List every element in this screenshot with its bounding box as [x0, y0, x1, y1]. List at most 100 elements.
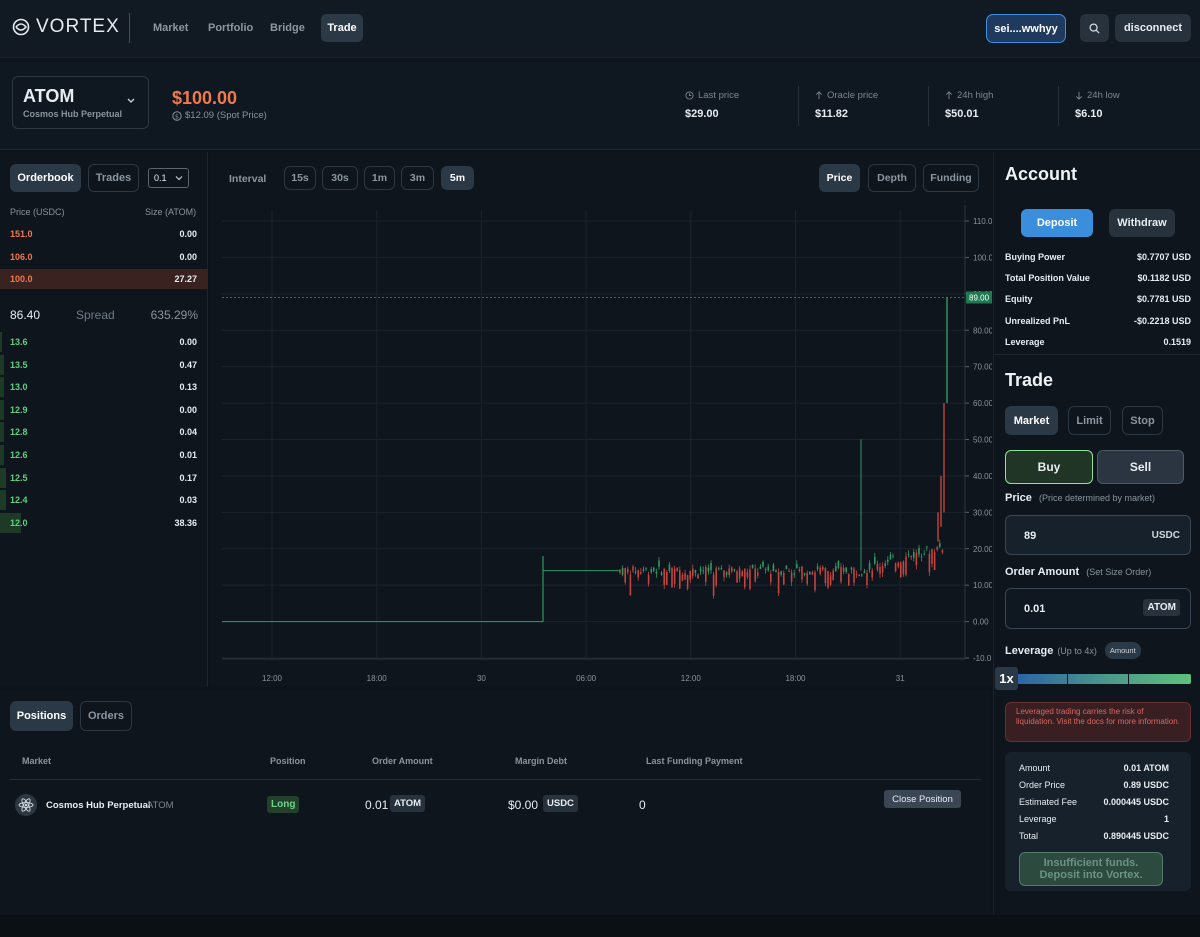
- chart-candles: [222, 297, 965, 623]
- interval-15s-button[interactable]: 15s: [284, 166, 316, 190]
- nav-market[interactable]: Market: [153, 22, 189, 34]
- interval-1m-button[interactable]: 1m: [364, 166, 395, 190]
- leverage-label-row: Leverage (Up to 4x) Amount: [1005, 642, 1141, 659]
- orderbook-price: 13.0: [10, 382, 28, 393]
- candle-body: [749, 569, 751, 589]
- orderbook-bid-row[interactable]: 12.9 0.00: [0, 399, 208, 420]
- candle-body: [705, 566, 707, 582]
- orderbook-bid-row[interactable]: 12.6 0.01: [0, 445, 208, 465]
- withdraw-button[interactable]: Withdraw: [1109, 209, 1175, 237]
- sell-button[interactable]: Sell: [1097, 450, 1184, 484]
- candle-body: [624, 568, 626, 583]
- depth-bar: [0, 332, 3, 352]
- submit-order-button[interactable]: Insufficient funds. Deposit into Vortex.: [1019, 852, 1163, 886]
- position-amount-unit: ATOM: [390, 795, 426, 812]
- orderbook-bid-row[interactable]: 12.5 0.17: [0, 467, 208, 488]
- leverage-slider-track[interactable]: [1016, 674, 1191, 684]
- interval-3m-button[interactable]: 3m: [401, 166, 434, 190]
- price-chart[interactable]: 110.0100.090.0080.0070.0060.0050.0040.00…: [210, 205, 992, 687]
- candle-body: [751, 564, 754, 568]
- orderbook-bid-row[interactable]: 13.6 0.00: [0, 332, 208, 352]
- y-tick-label: 70.00: [973, 363, 992, 372]
- candle-body: [692, 568, 694, 576]
- amount-hint: (Set Size Order): [1086, 567, 1152, 577]
- view-price-button[interactable]: Price: [819, 164, 860, 192]
- account-row-value: -$0.2218 USD: [1133, 315, 1191, 326]
- wallet-address-button[interactable]: sei....wwhyy: [986, 14, 1066, 43]
- position-last-funding: 0: [639, 798, 646, 812]
- nav-trade[interactable]: Trade: [321, 14, 363, 42]
- panel-divider: [994, 354, 1200, 355]
- position-symbol: ATOM: [147, 800, 174, 811]
- orderbook-size: 38.36: [174, 517, 197, 528]
- orderbook-bid-row[interactable]: 12.4 0.03: [0, 490, 208, 511]
- orderbook-ask-row[interactable]: 106.0 0.00: [0, 247, 208, 267]
- tab-trades[interactable]: Trades: [88, 164, 139, 192]
- close-position-button[interactable]: Close Position: [884, 790, 961, 808]
- tab-orders[interactable]: Orders: [80, 701, 132, 731]
- disconnect-button[interactable]: disconnect: [1115, 14, 1191, 42]
- candle-body: [707, 567, 710, 572]
- leverage-slider-handle[interactable]: 1x: [995, 667, 1018, 690]
- chevron-down-icon[interactable]: [126, 97, 136, 105]
- order-amount-unit[interactable]: ATOM: [1143, 599, 1180, 616]
- nav-bridge[interactable]: Bridge: [270, 22, 305, 34]
- leverage-mode-toggle[interactable]: Amount: [1104, 642, 1141, 659]
- interval-30s-button[interactable]: 30s: [322, 166, 358, 190]
- candle-body: [793, 573, 795, 575]
- candle-body: [816, 566, 819, 570]
- candle-body: [757, 572, 759, 576]
- market-selector[interactable]: [12, 76, 149, 129]
- orderbook-ask-row[interactable]: 100.0 27.27: [0, 269, 208, 289]
- account-row: Equity $0.7781 USD: [1005, 294, 1191, 304]
- candle-body: [783, 572, 785, 585]
- last-price-tag: [966, 291, 992, 304]
- order-amount-value: 0.01: [1024, 603, 1046, 615]
- orderbook-bid-row[interactable]: 12.0 38.36: [0, 512, 208, 533]
- orderbook-price: 12.5: [10, 472, 28, 483]
- position-margin-debt: $0.00: [508, 798, 539, 812]
- candle-body: [770, 573, 772, 583]
- stat-24h-high-value: $50.01: [945, 108, 979, 120]
- amount-label: Order Amount: [1005, 566, 1080, 578]
- tab-orderbook[interactable]: Orderbook: [10, 164, 81, 192]
- price-input[interactable]: 89 USDC: [1005, 515, 1191, 555]
- view-funding-button[interactable]: Funding: [923, 164, 979, 192]
- candle-body: [673, 568, 676, 584]
- deposit-button[interactable]: Deposit: [1021, 209, 1093, 237]
- order-type-limit[interactable]: Limit: [1068, 406, 1111, 435]
- orderbook-bid-row[interactable]: 13.5 0.47: [0, 354, 208, 375]
- y-tick-label: 30.00: [973, 508, 992, 517]
- candle-body: [941, 550, 944, 553]
- summary-label: Amount: [1019, 763, 1051, 773]
- position-row[interactable]: Cosmos Hub Perpetual ATOM Long 0.01 ATOM…: [0, 790, 991, 820]
- tab-positions[interactable]: Positions: [10, 701, 73, 731]
- nav-portfolio[interactable]: Portfolio: [208, 22, 254, 34]
- search-button[interactable]: [1080, 14, 1109, 42]
- orderbook-bid-row[interactable]: 12.8 0.04: [0, 422, 208, 443]
- buy-button[interactable]: Buy: [1005, 450, 1093, 484]
- vortex-logo[interactable]: VORTEX: [12, 16, 120, 38]
- market-name: Cosmos Hub Perpetual: [23, 109, 123, 119]
- y-tick-label: 110.0: [973, 217, 992, 226]
- candle-body: [777, 571, 780, 594]
- candle-body: [775, 570, 777, 573]
- order-amount-input[interactable]: 0.01 ATOM: [1005, 588, 1191, 629]
- summary-value: 1: [1163, 814, 1169, 824]
- interval-5m-button[interactable]: 5m: [441, 166, 474, 190]
- candle-body: [931, 549, 933, 565]
- orderbook-bid-row[interactable]: 13.0 0.13: [0, 377, 208, 398]
- account-title: Account: [1005, 164, 1077, 184]
- candle-body: [832, 570, 834, 581]
- view-depth-button[interactable]: Depth: [868, 164, 916, 192]
- candle-body: [845, 567, 847, 573]
- tick-size-select[interactable]: 0.1: [148, 168, 189, 188]
- orderbook-ask-row[interactable]: 151.0 0.00: [0, 224, 208, 244]
- candle-body: [824, 568, 827, 584]
- stat-24h-low-label: 24h low: [1075, 90, 1120, 101]
- order-type-market[interactable]: Market: [1005, 406, 1058, 435]
- order-type-stop[interactable]: Stop: [1122, 406, 1163, 435]
- candle-body: [887, 559, 889, 562]
- orderbook-panel: [0, 152, 208, 687]
- candle-body: [759, 566, 762, 569]
